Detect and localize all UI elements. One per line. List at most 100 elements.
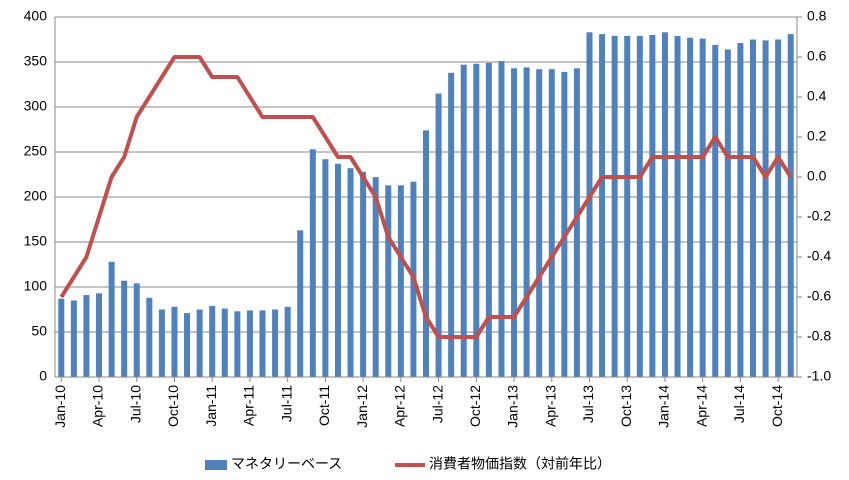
bar bbox=[158, 309, 165, 377]
y2-tick-label: -0.4 bbox=[807, 248, 831, 264]
x-tick-label: Apr-13 bbox=[542, 385, 558, 427]
bar bbox=[322, 159, 329, 377]
legend-label: マネタリーベース bbox=[231, 456, 342, 472]
bar bbox=[372, 177, 379, 377]
bar bbox=[498, 61, 505, 377]
bar bbox=[573, 68, 580, 378]
bar bbox=[221, 308, 228, 377]
bar bbox=[649, 35, 656, 377]
x-tick-label: Oct-14 bbox=[769, 385, 785, 427]
y2-tick-label: -0.2 bbox=[807, 208, 831, 224]
x-tick-label: Oct-12 bbox=[467, 385, 483, 427]
bar bbox=[234, 311, 241, 377]
bar bbox=[146, 297, 153, 377]
bar bbox=[96, 293, 103, 377]
bar bbox=[246, 310, 253, 377]
bar bbox=[58, 298, 65, 377]
x-tick-label: Jul-13 bbox=[580, 385, 596, 423]
bar bbox=[749, 39, 756, 377]
bar bbox=[347, 168, 354, 377]
x-tick-label: Jul-12 bbox=[429, 385, 445, 423]
y-tick-label: 400 bbox=[24, 8, 48, 24]
bar bbox=[511, 68, 518, 378]
bar bbox=[699, 38, 706, 377]
bar bbox=[297, 230, 304, 377]
x-tick-label: Apr-14 bbox=[693, 385, 709, 427]
bar bbox=[184, 313, 191, 377]
bar bbox=[309, 149, 316, 377]
bar bbox=[599, 34, 606, 377]
bar bbox=[586, 32, 593, 378]
bar bbox=[83, 295, 90, 377]
bar bbox=[385, 185, 392, 377]
y-tick-label: 200 bbox=[24, 188, 48, 204]
y-tick-label: 300 bbox=[24, 98, 48, 114]
bar bbox=[448, 72, 455, 378]
x-tick-label: Apr-10 bbox=[90, 385, 106, 427]
bar bbox=[473, 63, 480, 378]
x-tick-label: Jan-12 bbox=[354, 385, 370, 428]
bar bbox=[272, 309, 279, 377]
bar bbox=[787, 34, 794, 377]
bar bbox=[121, 280, 128, 377]
bar bbox=[548, 69, 555, 377]
bar bbox=[523, 67, 530, 378]
bar bbox=[284, 306, 291, 377]
bar bbox=[171, 306, 178, 377]
x-tick-label: Oct-13 bbox=[618, 385, 634, 427]
bar bbox=[762, 40, 769, 378]
x-tick-label: Jul-11 bbox=[278, 385, 294, 422]
x-tick-label: Jul-14 bbox=[731, 385, 747, 423]
bar bbox=[196, 309, 203, 377]
bar bbox=[661, 32, 668, 378]
y2-tick-label: -0.8 bbox=[807, 328, 831, 344]
bar bbox=[435, 93, 442, 377]
bar bbox=[108, 261, 115, 377]
bar bbox=[334, 163, 341, 377]
bar bbox=[561, 71, 568, 378]
y-tick-label: 250 bbox=[24, 143, 48, 159]
x-tick-label: Jan-14 bbox=[656, 385, 672, 428]
x-tick-label: Jan-10 bbox=[52, 385, 68, 428]
y2-tick-label: -1.0 bbox=[807, 368, 831, 384]
x-tick-label: Jul-10 bbox=[127, 385, 143, 423]
y2-tick-label: 0.4 bbox=[807, 88, 827, 104]
y2-tick-label: 0.0 bbox=[807, 168, 827, 184]
bar bbox=[636, 35, 643, 378]
x-tick-label: Oct-10 bbox=[165, 385, 181, 427]
bar bbox=[536, 69, 543, 377]
y-tick-label: 350 bbox=[24, 53, 48, 69]
legend-swatch bbox=[205, 460, 227, 470]
bar bbox=[485, 62, 492, 378]
y2-tick-label: 0.8 bbox=[807, 8, 827, 24]
bar bbox=[133, 283, 140, 377]
bar bbox=[360, 171, 367, 377]
bar bbox=[397, 185, 404, 377]
bar bbox=[460, 64, 467, 377]
bar bbox=[674, 35, 681, 378]
y2-tick-label: 0.2 bbox=[807, 128, 827, 144]
bar bbox=[712, 44, 719, 378]
legend-label: 消費者物価指数（対前年比） bbox=[429, 456, 611, 472]
y-tick-label: 50 bbox=[31, 323, 47, 339]
x-tick-label: Jan-11 bbox=[203, 385, 219, 427]
y-tick-label: 100 bbox=[24, 278, 48, 294]
x-tick-label: Apr-12 bbox=[392, 385, 408, 427]
x-tick-label: Oct-11 bbox=[316, 385, 332, 426]
bar bbox=[687, 37, 694, 377]
bar bbox=[259, 310, 266, 377]
y2-tick-label: 0.6 bbox=[807, 48, 827, 64]
bar bbox=[724, 49, 731, 378]
x-tick-label: Apr-11 bbox=[241, 385, 257, 426]
line bbox=[59, 55, 793, 339]
y-tick-label: 150 bbox=[24, 233, 48, 249]
bar bbox=[775, 39, 782, 377]
y-tick-label: 0 bbox=[39, 368, 47, 384]
bar bbox=[70, 300, 77, 377]
y2-tick-label: -0.6 bbox=[807, 288, 831, 304]
x-tick-label: Jan-13 bbox=[505, 385, 521, 428]
bar bbox=[611, 35, 618, 378]
bar bbox=[737, 43, 744, 377]
bar bbox=[209, 305, 216, 377]
